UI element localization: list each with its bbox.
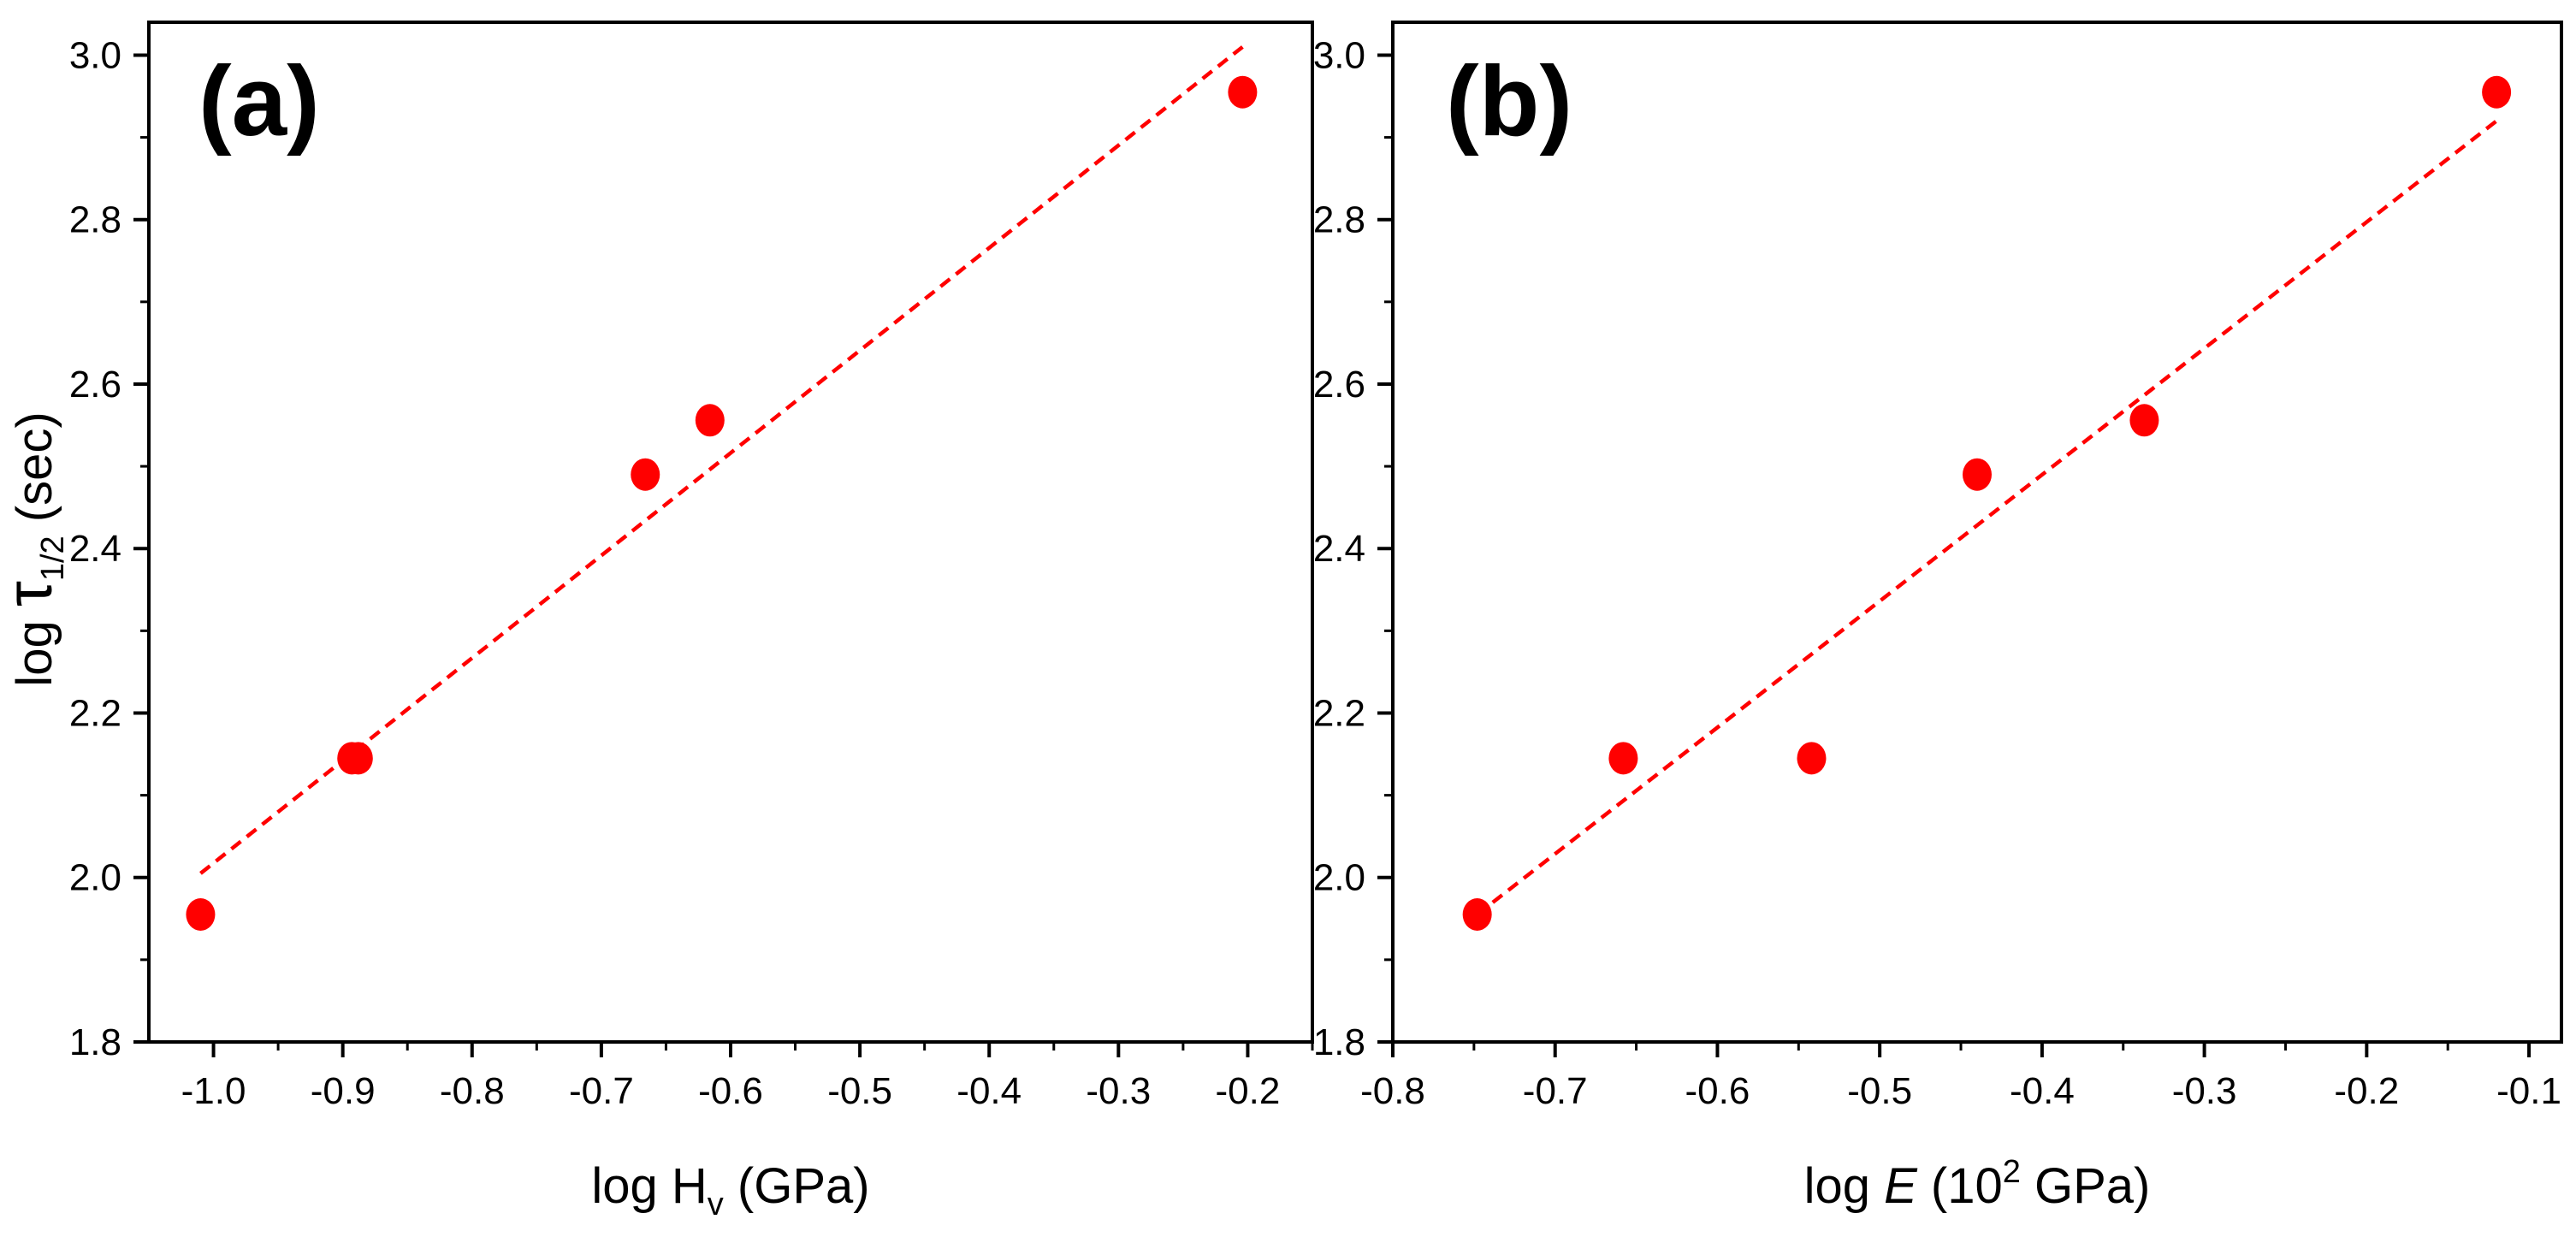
x-axis-title-sup: 2 [2003,1154,2021,1190]
plot-frame [1391,21,2563,1044]
x-tick-label: -0.5 [1847,1070,1912,1112]
x-tick-label: -0.3 [2172,1070,2237,1112]
data-point [1608,742,1638,775]
y-axis-title-text: (sec) [7,411,62,536]
x-tick-label: -0.4 [2010,1070,2075,1112]
y-tick-label: 2.2 [1313,692,1365,734]
x-tick-label: -0.3 [1086,1070,1151,1112]
data-point [2482,75,2512,109]
y-tick-label: 3.0 [1313,34,1365,76]
y-tick-label: 2.0 [1313,857,1365,899]
x-tick-label: -0.5 [827,1070,892,1112]
y-axis-title-symbol: τ [0,581,66,607]
x-tick-label: -0.9 [311,1070,376,1112]
x-axis-title-text: (10 [1917,1158,2003,1214]
x-tick-label: -0.2 [1216,1070,1281,1112]
plot-frame [147,21,1314,1044]
panel-label: (a) [198,45,320,157]
y-tick-label: 1.8 [1313,1021,1365,1063]
x-tick-label: -0.7 [569,1070,634,1112]
x-axis-title-text: GPa) [2021,1158,2151,1214]
y-axis-title-text: log [7,607,62,687]
fit-line [199,45,1244,875]
data-point [1462,898,1492,931]
x-tick-label: -0.6 [698,1070,763,1112]
x-tick-label: -0.6 [1685,1070,1750,1112]
data-point [186,898,216,931]
panel-b: -0.8 -0.7 -0.6 -0.5 -0.4 -0.3 -0.2 -0.1 1.8 2.0 2.… [1313,21,2563,1214]
y-tick-label: 2.0 [69,857,121,899]
x-tick-label: -1.0 [181,1070,246,1112]
data-point [2129,404,2159,437]
y-tick-label: 2.4 [69,528,121,570]
x-tick-label: -0.8 [440,1070,505,1112]
x-tick-label: -0.7 [1523,1070,1588,1112]
y-tick-label: 2.4 [1313,528,1365,570]
x-axis-title-text: log H [591,1158,707,1214]
x-axis-title-text: log [1804,1158,1885,1214]
panel-label: (b) [1446,45,1572,157]
data-point [343,742,373,775]
y-tick-label: 2.2 [69,692,121,734]
y-axis-title-sub: 1/2 [35,536,71,581]
y-tick-label: 2.6 [1313,364,1365,405]
x-tick-label: -0.2 [2334,1070,2399,1112]
data-point [1228,75,1258,109]
data-point [631,458,660,491]
y-tick-label: 1.8 [69,1021,121,1063]
x-tick-label: -0.4 [956,1070,1022,1112]
panel-a: -1.0 -0.9 -0.8 -0.7 -0.6 -0.5 -0.4 -0.3 -0.2 1.8 2… [0,21,1314,1222]
x-axis-title-text: (GPa) [724,1158,870,1214]
y-tick-label: 2.8 [1313,199,1365,241]
y-tick-label: 2.6 [69,364,121,405]
data-point [1963,458,1992,491]
data-point [1797,742,1827,775]
y-axis-title: log τ1/2 (sec) [0,411,71,686]
x-tick-label: -0.1 [2496,1070,2561,1112]
x-axis-title: log E (102 GPa) [1804,1154,2151,1214]
fit-line [1476,119,2498,916]
x-axis-title-sub: v [708,1187,724,1222]
y-tick-label: 3.0 [69,34,121,76]
x-axis-title: log Hv (GPa) [591,1158,869,1222]
data-point [695,404,725,437]
y-tick-label: 2.8 [69,199,121,241]
x-axis-title-var: E [1884,1158,1918,1214]
x-tick-label: -0.8 [1360,1070,1425,1112]
